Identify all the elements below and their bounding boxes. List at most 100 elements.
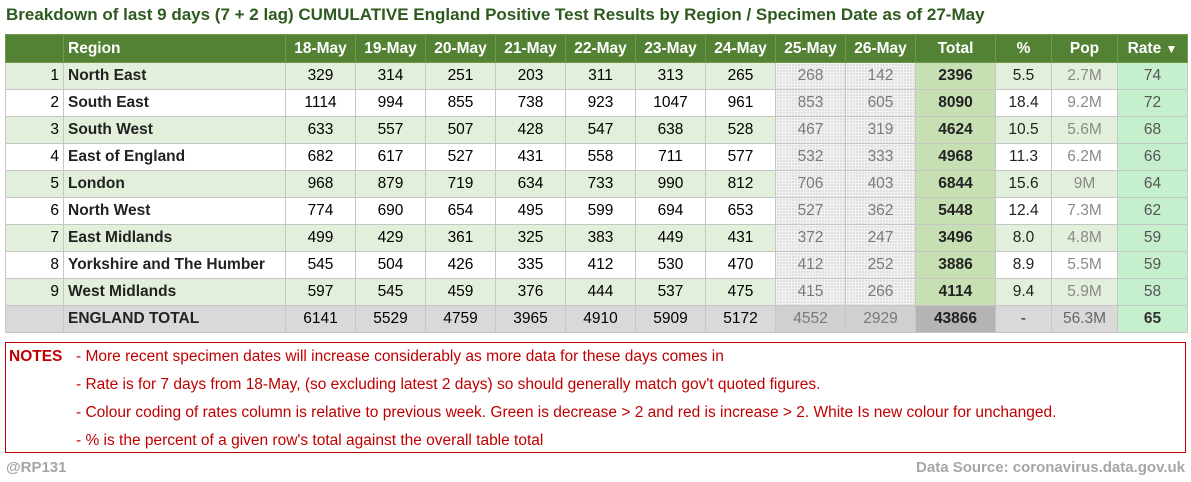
region-header: Region xyxy=(63,34,286,63)
row-pop: 9M xyxy=(1051,170,1118,198)
lag-day-header: 26-May xyxy=(845,34,916,63)
england-total-row: ENGLAND TOTAL 6141 5529 4759 3965 4910 5909 517… xyxy=(5,305,1188,333)
note-line: - % is the percent of a given row's tota… xyxy=(76,432,544,449)
table-header-row: Region 18-May 19-May 20-May 21-May 22-Ma… xyxy=(5,34,1188,63)
day-header: 18-May xyxy=(285,34,356,63)
page-title: Breakdown of last 9 days (7 + 2 lag) CUM… xyxy=(6,5,985,24)
row-rank xyxy=(5,305,64,333)
day-value: 329 xyxy=(285,62,356,90)
total-rate: 65 xyxy=(1117,305,1188,333)
day-value: 495 xyxy=(495,197,566,225)
row-pct: 5.5 xyxy=(995,62,1052,90)
row-rank: 4 xyxy=(5,143,64,171)
row-total: 5448 xyxy=(915,197,996,225)
sort-filter-icon[interactable]: ▼ xyxy=(1165,41,1178,56)
day-value: 5529 xyxy=(355,305,426,333)
row-rank: 5 xyxy=(5,170,64,198)
lag-day-value: 415 xyxy=(775,278,846,306)
notes-box: NOTES - More recent specimen dates will … xyxy=(5,342,1186,453)
table-row: 1 North East 329 314 251 203 311 313 265 268 142 23… xyxy=(5,62,1188,90)
day-value: 694 xyxy=(635,197,706,225)
total-label: ENGLAND TOTAL xyxy=(63,305,286,333)
day-value: 470 xyxy=(705,251,776,279)
region-results-table: Region 18-May 19-May 20-May 21-May 22-Ma… xyxy=(5,34,1188,333)
region-name: West Midlands xyxy=(63,278,286,306)
day-value: 547 xyxy=(565,116,636,144)
day-value: 557 xyxy=(355,116,426,144)
day-value: 4910 xyxy=(565,305,636,333)
rate-header-label: Rate xyxy=(1127,39,1162,57)
note-line: - More recent specimen dates will increa… xyxy=(76,348,724,365)
note-line: - Rate is for 7 days from 18-May, (so ex… xyxy=(76,376,821,393)
day-value: 431 xyxy=(495,143,566,171)
total-pop: 56.3M xyxy=(1051,305,1118,333)
row-pct: 18.4 xyxy=(995,89,1052,117)
row-total: 2396 xyxy=(915,62,996,90)
region-name: East Midlands xyxy=(63,224,286,252)
row-rank: 7 xyxy=(5,224,64,252)
day-value: 597 xyxy=(285,278,356,306)
row-pop: 5.6M xyxy=(1051,116,1118,144)
lag-day-value: 706 xyxy=(775,170,846,198)
row-pop: 2.7M xyxy=(1051,62,1118,90)
lag-day-value: 467 xyxy=(775,116,846,144)
day-value: 428 xyxy=(495,116,566,144)
day-value: 376 xyxy=(495,278,566,306)
row-rate: 64 xyxy=(1117,170,1188,198)
row-rank: 8 xyxy=(5,251,64,279)
row-total: 3496 xyxy=(915,224,996,252)
lag-day-value: 532 xyxy=(775,143,846,171)
day-value: 634 xyxy=(495,170,566,198)
row-total: 8090 xyxy=(915,89,996,117)
day-value: 545 xyxy=(355,278,426,306)
day-value: 499 xyxy=(285,224,356,252)
day-value: 504 xyxy=(355,251,426,279)
day-value: 961 xyxy=(705,89,776,117)
day-value: 654 xyxy=(425,197,496,225)
day-value: 733 xyxy=(565,170,636,198)
row-pop: 6.2M xyxy=(1051,143,1118,171)
lag-day-value: 412 xyxy=(775,251,846,279)
lag-day-value: 527 xyxy=(775,197,846,225)
region-name: North East xyxy=(63,62,286,90)
row-rate: 62 xyxy=(1117,197,1188,225)
day-value: 459 xyxy=(425,278,496,306)
row-total: 4624 xyxy=(915,116,996,144)
total-header: Total xyxy=(915,34,996,63)
data-source: Data Source: coronavirus.data.gov.uk xyxy=(916,459,1185,476)
day-value: 5172 xyxy=(705,305,776,333)
row-rate: 59 xyxy=(1117,251,1188,279)
day-value: 335 xyxy=(495,251,566,279)
lag-day-value: 372 xyxy=(775,224,846,252)
day-value: 475 xyxy=(705,278,776,306)
row-pct: 15.6 xyxy=(995,170,1052,198)
row-rank: 2 xyxy=(5,89,64,117)
lag-day-value: 319 xyxy=(845,116,916,144)
row-total: 4114 xyxy=(915,278,996,306)
day-header: 23-May xyxy=(635,34,706,63)
row-rate: 58 xyxy=(1117,278,1188,306)
lag-day-value: 268 xyxy=(775,62,846,90)
row-pop: 9.2M xyxy=(1051,89,1118,117)
region-name: North West xyxy=(63,197,286,225)
row-rank: 9 xyxy=(5,278,64,306)
day-value: 528 xyxy=(705,116,776,144)
author-handle: @RP131 xyxy=(6,459,67,476)
lag-day-value: 4552 xyxy=(775,305,846,333)
day-value: 577 xyxy=(705,143,776,171)
row-rank: 3 xyxy=(5,116,64,144)
row-total: 3886 xyxy=(915,251,996,279)
table-row: 4 East of England 682 617 527 431 558 711 577 532… xyxy=(5,143,1188,171)
day-value: 968 xyxy=(285,170,356,198)
table-row: 6 North West 774 690 654 495 599 694 653 527 362 54… xyxy=(5,197,1188,225)
row-pct: 12.4 xyxy=(995,197,1052,225)
day-value: 994 xyxy=(355,89,426,117)
day-value: 690 xyxy=(355,197,426,225)
day-value: 412 xyxy=(565,251,636,279)
row-pct: 11.3 xyxy=(995,143,1052,171)
pct-header: % xyxy=(995,34,1052,63)
rate-header[interactable]: Rate ▼ xyxy=(1117,34,1188,63)
day-header: 20-May xyxy=(425,34,496,63)
row-rate: 72 xyxy=(1117,89,1188,117)
table-row: 3 South West 633 557 507 428 547 638 528 467 319 46… xyxy=(5,116,1188,144)
